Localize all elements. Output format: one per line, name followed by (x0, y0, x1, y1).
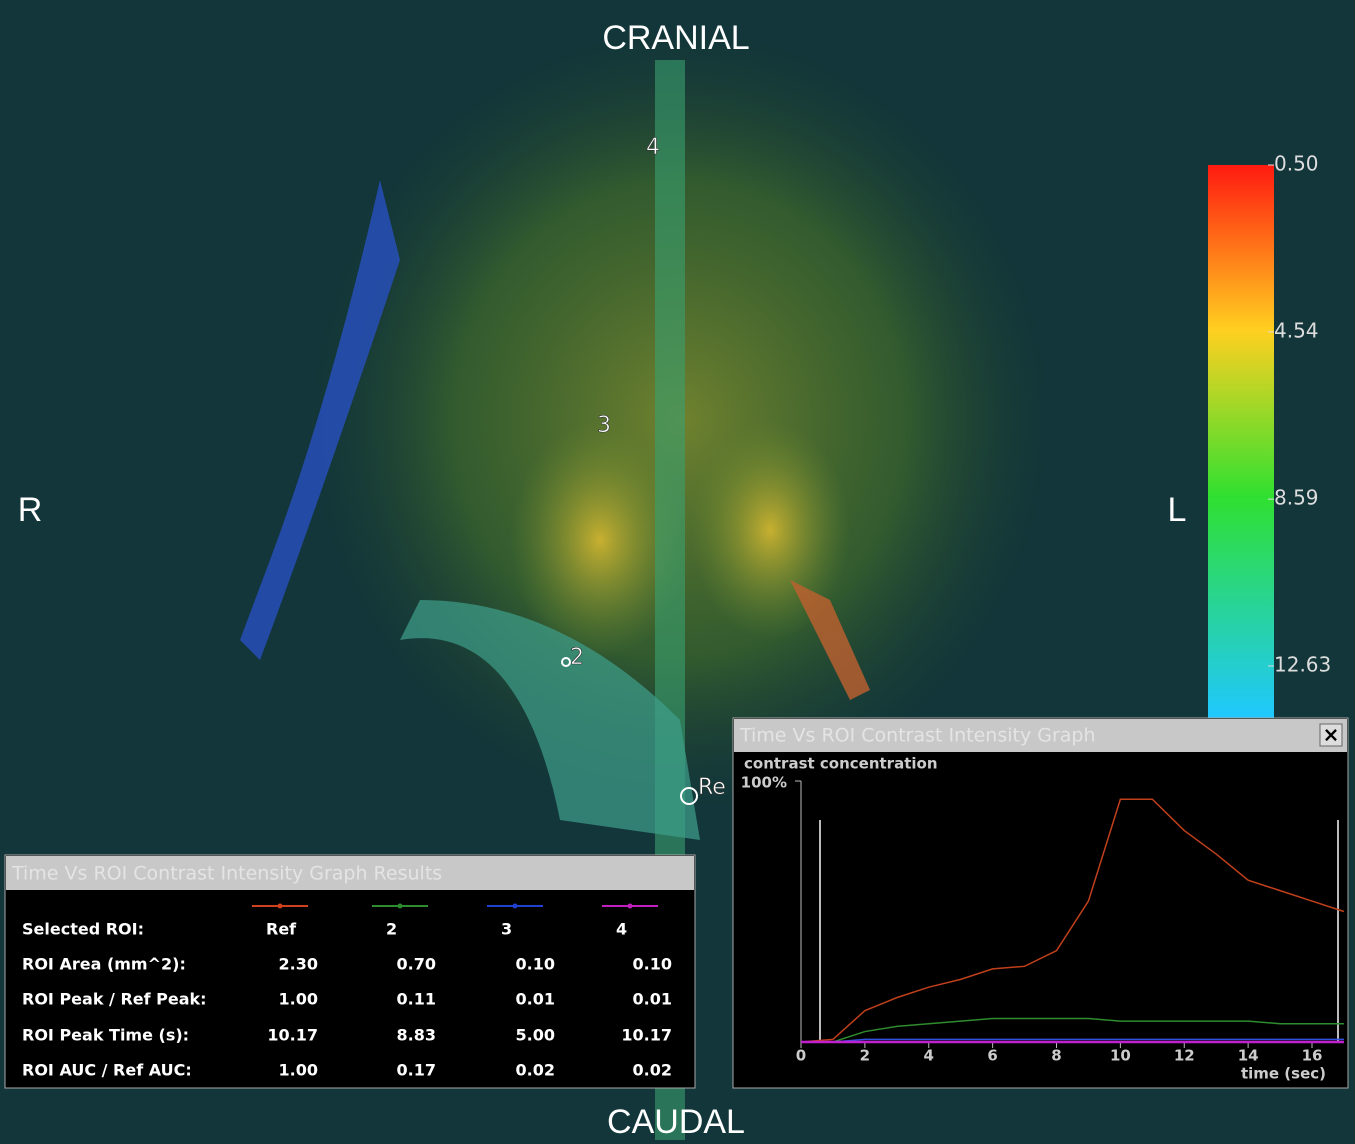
roi-label: Re (698, 775, 726, 800)
table-cell: ROI Peak Time (s): (22, 1026, 189, 1045)
table-cell: 0.17 (397, 1061, 436, 1080)
x-tick-label: 8 (1051, 1047, 1061, 1065)
colorbar-label: 0.50 (1274, 152, 1319, 176)
colorbar-label: 4.54 (1274, 318, 1319, 342)
table-header: 3 (501, 920, 512, 939)
x-tick-label: 6 (987, 1047, 997, 1065)
table-cell: 0.02 (516, 1061, 555, 1080)
colorbar-label: 12.63 (1274, 653, 1331, 677)
close-icon[interactable]: × (1323, 723, 1340, 747)
legend-dot (513, 904, 518, 909)
x-tick-label: 12 (1174, 1047, 1195, 1065)
colorbar-label: 8.59 (1274, 486, 1319, 510)
table-header: 4 (616, 920, 627, 939)
orientation-label: CRANIAL (602, 19, 749, 57)
legend-dot (278, 904, 283, 909)
table-header: Ref (266, 920, 297, 939)
roi-label: 2 (570, 645, 584, 670)
colorbar (1208, 165, 1274, 718)
y-axis-label: contrast concentration (744, 755, 938, 773)
orientation-label: L (1168, 491, 1187, 529)
x-tick-label: 14 (1238, 1047, 1259, 1065)
table-cell: 8.83 (397, 1026, 436, 1045)
roi-label: 3 (597, 413, 611, 438)
table-cell: 0.02 (633, 1061, 672, 1080)
table-header: Selected ROI: (22, 920, 144, 939)
table-cell: 1.00 (279, 990, 318, 1009)
table-cell: ROI Area (mm^2): (22, 955, 186, 974)
table-cell: 0.70 (397, 955, 436, 974)
orientation-label: R (18, 491, 43, 529)
x-tick-label: 4 (924, 1047, 934, 1065)
y-tick-label: 100% (741, 774, 787, 792)
x-tick-label: 10 (1110, 1047, 1131, 1065)
table-header: 2 (386, 920, 397, 939)
x-tick-label: 0 (796, 1047, 806, 1065)
table-cell: ROI Peak / Ref Peak: (22, 990, 207, 1009)
orientation-label: CAUDAL (607, 1103, 745, 1141)
x-tick-label: 2 (860, 1047, 870, 1065)
legend-dot (398, 904, 403, 909)
table-cell: 0.01 (633, 990, 672, 1009)
table-cell: 5.00 (516, 1026, 555, 1045)
x-tick-label: 16 (1302, 1047, 1323, 1065)
table-cell: 0.11 (397, 990, 436, 1009)
x-axis-label: time (sec) (1241, 1065, 1326, 1083)
table-cell: 2.30 (279, 955, 318, 974)
table-cell: 0.10 (516, 955, 555, 974)
table-cell: 0.01 (516, 990, 555, 1009)
legend-dot (628, 904, 633, 909)
screen: CRANIAL CAUDAL R L 4 3 2 Re Time Vs ROI … (0, 0, 1355, 1144)
table-cell: 10.17 (621, 1026, 672, 1045)
graph-window (733, 718, 1348, 1088)
table-cell: 10.17 (267, 1026, 318, 1045)
roi-label: 4 (646, 135, 660, 160)
table-cell: 1.00 (279, 1061, 318, 1080)
window-title: Time Vs ROI Contrast Intensity Graph (739, 725, 1096, 747)
table-cell: ROI AUC / Ref AUC: (22, 1061, 192, 1080)
table-cell: 0.10 (633, 955, 672, 974)
window-title: Time Vs ROI Contrast Intensity Graph Res… (11, 863, 442, 885)
